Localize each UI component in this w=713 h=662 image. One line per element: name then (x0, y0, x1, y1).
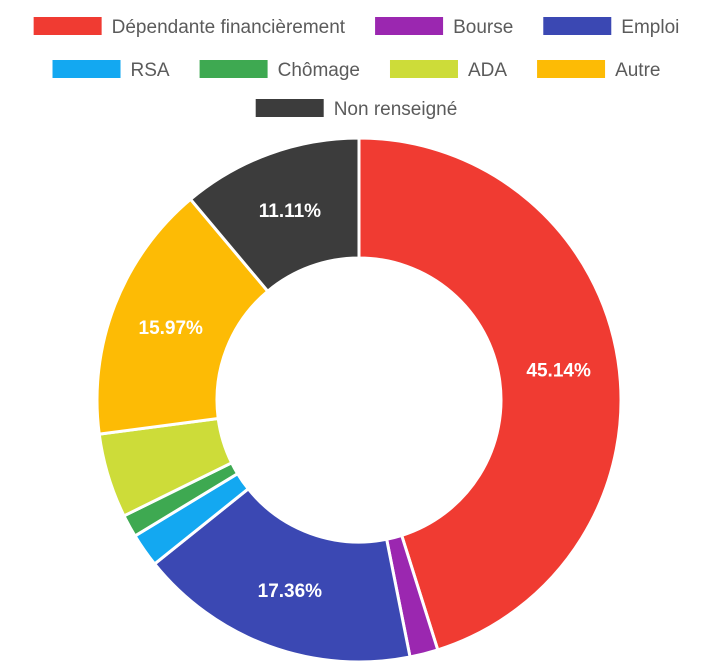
legend-item-rsa[interactable]: RSA (52, 60, 170, 81)
slice-labels: 45.14% 17.36% 15.97% 11.11% (139, 201, 591, 602)
slice-emploi[interactable] (152, 486, 412, 662)
slice-label-autre: 15.97% (139, 318, 204, 339)
legend-item-ada[interactable]: ADA (389, 60, 507, 81)
legend-label-ada: ADA (468, 60, 507, 81)
slice-label-non-renseigne: 11.11% (259, 201, 321, 222)
legend-item-dependante-financierement[interactable]: Dépendante financièrement (33, 17, 346, 38)
legend-item-non-renseigne[interactable]: Non renseigné (255, 99, 458, 120)
legend-swatch-bourse (375, 17, 444, 35)
donut-slices (95, 136, 623, 662)
legend-label-autre: Autre (615, 60, 660, 81)
legend-swatch-dependante-financierement (33, 17, 102, 35)
slice-non-renseigne[interactable] (188, 136, 361, 294)
legend-label-chomage: Chômage (278, 60, 360, 81)
legend-swatch-non-renseigne (255, 99, 324, 117)
slice-label-emploi: 17.36% (258, 581, 323, 602)
legend-label-rsa: RSA (131, 60, 170, 81)
legend-swatch-autre (537, 60, 606, 78)
legend-swatch-ada (389, 60, 458, 78)
legend-item-chomage[interactable]: Chômage (199, 60, 360, 81)
legend-label-dependante-financierement: Dépendante financièrement (112, 17, 346, 38)
legend-item-emploi[interactable]: Emploi (543, 17, 679, 38)
legend-label-bourse: Bourse (453, 17, 513, 38)
legend-item-autre[interactable]: Autre (537, 60, 660, 81)
slice-label-dependante-financierement: 45.14% (526, 360, 591, 381)
legend-label-non-renseigne: Non renseigné (334, 99, 458, 120)
slice-dependante-financierement[interactable] (357, 136, 623, 652)
legend-swatch-chomage (199, 60, 268, 78)
chart-legend: Dépendante financièrement Bourse Emploi RSA… (33, 17, 679, 120)
legend-swatch-rsa (52, 60, 121, 78)
slice-autre[interactable] (95, 197, 270, 436)
legend-item-bourse[interactable]: Bourse (375, 17, 513, 38)
legend-swatch-emploi (543, 17, 612, 35)
legend-label-emploi: Emploi (621, 17, 679, 38)
